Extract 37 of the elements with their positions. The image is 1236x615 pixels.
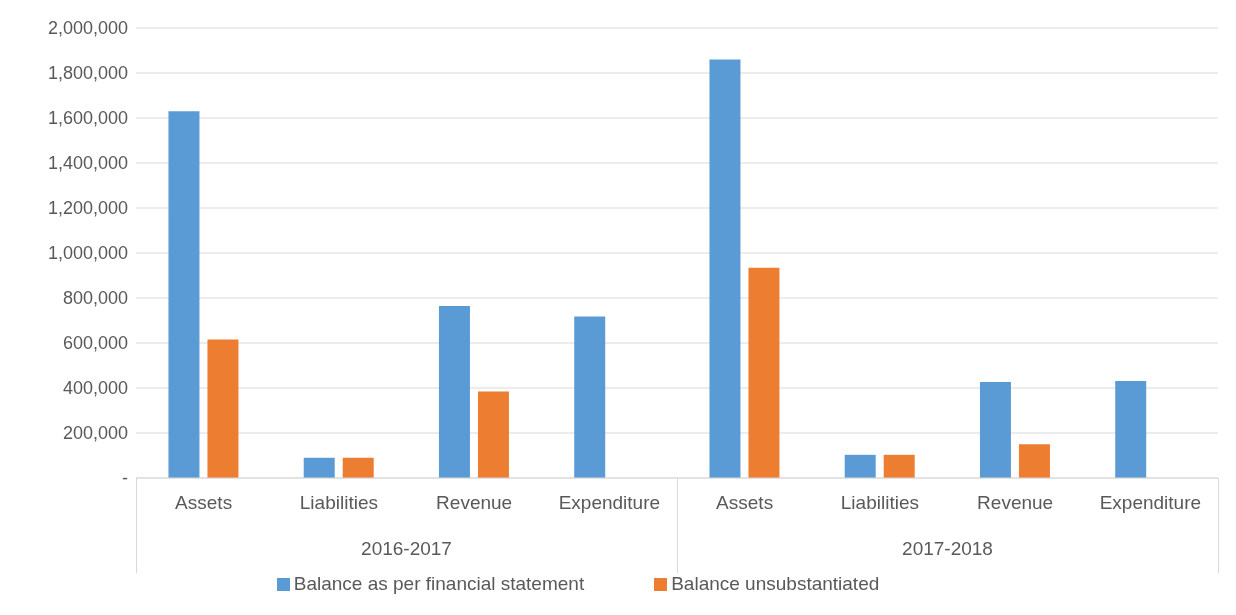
y-tick-label: 2,000,000 <box>47 18 128 39</box>
x-tick-label: Revenue <box>977 492 1054 514</box>
y-tick-label: 200,000 <box>62 423 128 444</box>
x-tick-label: Expenditure <box>558 492 661 514</box>
bar <box>477 391 509 478</box>
bar <box>168 111 200 478</box>
bar <box>844 454 876 478</box>
x-tick-label: Liabilities <box>840 492 919 514</box>
bar <box>883 454 915 478</box>
bar <box>207 339 239 478</box>
text: 2016-2017 <box>360 538 453 560</box>
x-tick-label: Assets <box>175 492 233 514</box>
bar <box>438 305 470 478</box>
x-tick-label: Liabilities <box>299 492 378 514</box>
bar <box>1018 444 1050 478</box>
bar <box>979 381 1011 478</box>
y-tick-label: 600,000 <box>62 333 128 354</box>
legend-label: Balance unsubstantiated <box>671 573 880 594</box>
y-tick-label: 1,800,000 <box>47 63 128 84</box>
y-tick-label: 800,000 <box>62 288 128 309</box>
bar <box>303 457 335 478</box>
bar <box>709 59 741 478</box>
y-tick-label: 1,400,000 <box>47 153 128 174</box>
y-tick-label: 1,600,000 <box>47 108 128 129</box>
y-tick-label: - <box>122 468 128 489</box>
x-tick-label: Revenue <box>436 492 513 514</box>
bar <box>342 457 374 478</box>
x-tick-label: Assets <box>716 492 774 514</box>
legend-label: Balance as per financial statement <box>293 573 585 594</box>
bar <box>748 267 780 478</box>
text: 2017-2018 <box>901 538 994 560</box>
bar <box>574 316 606 478</box>
bar <box>1115 381 1147 478</box>
x-tick-label: Expenditure <box>1099 492 1202 514</box>
y-tick-label: 1,200,000 <box>47 198 128 219</box>
y-tick-label: 1,000,000 <box>47 243 128 264</box>
y-tick-label: 400,000 <box>62 378 128 399</box>
